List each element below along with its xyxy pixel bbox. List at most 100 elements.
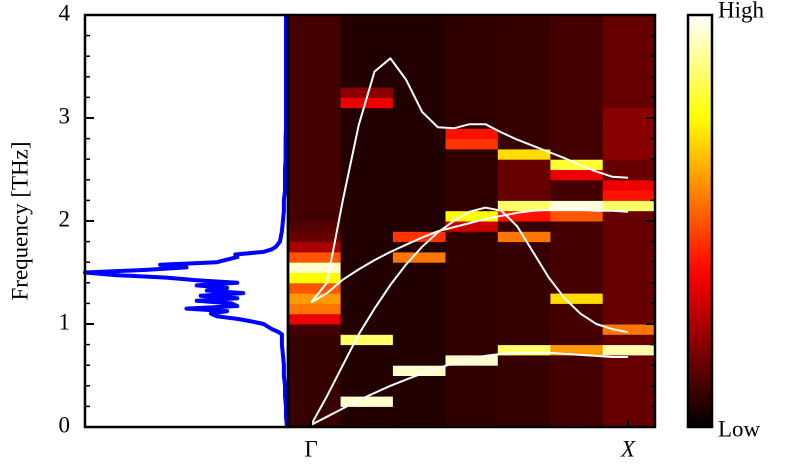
dos-line (83, 15, 289, 428)
heat-cell (340, 221, 394, 232)
heat-cell (602, 375, 656, 387)
heat-cell (550, 344, 604, 356)
heat-cell (340, 324, 394, 335)
heat-cell (602, 148, 656, 160)
heat-cell (445, 148, 499, 160)
heat-cell (392, 179, 447, 191)
heat-cell (340, 128, 394, 140)
dispersion-line (310, 208, 629, 304)
heat-cell (497, 354, 551, 366)
heat-cell (288, 66, 342, 78)
heat-cell (550, 293, 604, 304)
heat-cell (550, 87, 604, 98)
heat-cell (550, 375, 604, 387)
heat-cell (497, 251, 551, 263)
heat-cell (340, 251, 394, 263)
heat-cell (288, 303, 342, 315)
heat-cell (340, 241, 394, 253)
heat-cell (392, 138, 447, 150)
heat-cell (602, 76, 656, 88)
heat-cell (550, 334, 604, 346)
heat-cell (602, 344, 656, 356)
heat-cell (392, 66, 447, 78)
heat-cell (550, 251, 604, 263)
heat-cell (445, 107, 499, 119)
heat-cell (392, 385, 447, 397)
heat-cell (497, 396, 551, 407)
heat-cell (550, 45, 604, 57)
heat-cell (550, 406, 604, 418)
heat-cell (497, 365, 551, 376)
heat-cell (288, 159, 342, 170)
heat-cell (288, 375, 342, 387)
heat-cell (392, 231, 447, 243)
heat-cell (550, 200, 604, 212)
heat-cell (392, 45, 447, 57)
heat-cell (497, 385, 551, 397)
heat-cell (392, 313, 447, 325)
y-axis-label: Frequency [THz] (7, 141, 32, 300)
heat-cell (445, 344, 499, 356)
heat-cell (497, 159, 551, 170)
heat-cell (445, 179, 499, 191)
heat-cell (602, 313, 656, 325)
heat-cell (340, 210, 394, 222)
heat-cell (340, 272, 394, 284)
y-tick-label: 0 (59, 412, 71, 437)
heat-cell (602, 293, 656, 304)
heat-cell (497, 334, 551, 346)
heat-cell (602, 406, 656, 418)
heat-cell (340, 282, 394, 294)
heat-cell (497, 169, 551, 181)
heat-cell (445, 385, 499, 397)
heat-cell (550, 396, 604, 407)
heat-cell (288, 56, 342, 67)
heat-cell (288, 385, 342, 397)
heat-cell (550, 385, 604, 397)
heat-cell (602, 334, 656, 346)
heat-cell (445, 324, 499, 335)
heat-cell (445, 375, 499, 387)
heat-cell (602, 169, 656, 181)
heat-cell (392, 56, 447, 67)
heat-cell (497, 190, 551, 201)
heat-cell (497, 210, 551, 222)
band-frame (286, 13, 657, 429)
heat-cell (602, 35, 656, 47)
y-tick-label: 4 (59, 0, 71, 25)
heat-cell (340, 375, 394, 387)
heat-cell (445, 396, 499, 407)
heat-cell (497, 56, 551, 67)
heat-cell (497, 272, 551, 284)
heat-cell (288, 313, 342, 325)
heat-cell (497, 416, 551, 428)
heat-cell (550, 324, 604, 335)
heat-cell (340, 25, 394, 37)
heat-cell (445, 272, 499, 284)
heat-cell (602, 221, 656, 232)
heat-cell (602, 251, 656, 263)
heat-cell (497, 76, 551, 88)
heat-cell (340, 293, 394, 304)
colorbar (686, 13, 714, 429)
heat-cell (497, 97, 551, 109)
heat-cell (550, 97, 604, 109)
heat-cell (392, 118, 447, 129)
heat-cell (392, 159, 447, 170)
heat-cell (497, 87, 551, 98)
heat-cell (497, 15, 551, 26)
heat-cell (602, 128, 656, 140)
heat-cell (550, 25, 604, 37)
heat-cell (340, 179, 394, 191)
axes: 0 1 2 3 4 Γ X (59, 0, 714, 461)
heat-cell (392, 241, 447, 253)
heat-cell (550, 313, 604, 325)
heat-cell (497, 303, 551, 315)
heat-cell (340, 231, 394, 243)
heat-cell (392, 128, 447, 140)
heat-cell (340, 200, 394, 212)
heat-cell (602, 365, 656, 376)
heatmap (288, 15, 656, 428)
heat-cell (392, 76, 447, 88)
